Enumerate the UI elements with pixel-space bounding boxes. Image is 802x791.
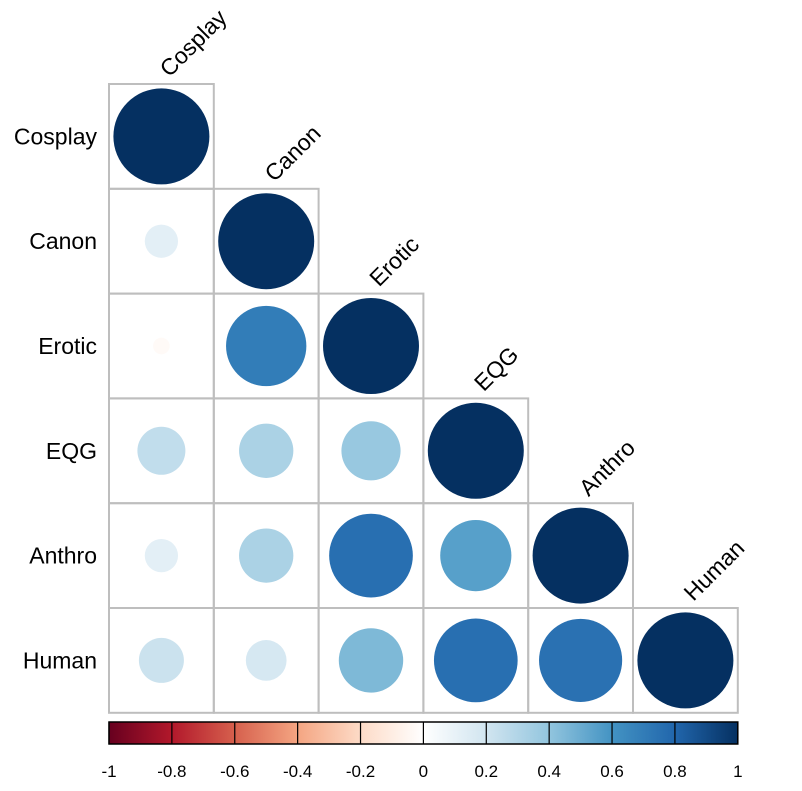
- circle-canon-canon: [218, 193, 315, 290]
- colorbar-tick-label: -1: [101, 762, 116, 781]
- column-label-human: Human: [679, 535, 750, 606]
- circle-human-anthro: [539, 618, 623, 702]
- circle-eqg-canon: [239, 423, 294, 478]
- row-label-erotic: Erotic: [38, 333, 97, 359]
- circle-human-human: [637, 612, 734, 709]
- circle-canon-cosplay: [144, 224, 179, 258]
- circle-eqg-erotic: [341, 421, 401, 481]
- circle-anthro-canon: [239, 528, 294, 583]
- column-label-anthro: Anthro: [574, 434, 640, 500]
- row-label-cosplay: Cosplay: [14, 123, 98, 149]
- circle-human-cosplay: [138, 637, 184, 683]
- circle-human-eqg: [433, 618, 518, 703]
- colorbar: -1 -0.8 -0.6 -0.4 -0.2 0 0.2 0.4 0.6 0.8 1: [101, 721, 743, 781]
- circle-erotic-canon: [226, 305, 307, 387]
- column-label-eqg: EQG: [469, 341, 524, 396]
- row-label-eqg: EQG: [46, 438, 97, 464]
- column-labels: Cosplay Canon Erotic EQG Anthro Human: [155, 4, 750, 605]
- circle-cosplay-cosplay: [113, 88, 210, 185]
- colorbar-tick-label: -0.2: [346, 762, 375, 781]
- colorbar-tick-label: -0.4: [283, 762, 312, 781]
- circle-anthro-cosplay: [144, 538, 179, 573]
- circle-erotic-erotic: [323, 298, 419, 394]
- column-label-canon: Canon: [259, 120, 325, 186]
- circle-eqg-eqg: [427, 402, 524, 499]
- column-label-cosplay: Cosplay: [155, 4, 232, 81]
- cell-human-human: [632, 607, 739, 714]
- circle-anthro-erotic: [329, 513, 413, 598]
- circle-eqg-cosplay: [137, 426, 186, 475]
- correlation-circles: [113, 88, 734, 709]
- circle-human-canon: [245, 640, 287, 681]
- colorbar-tick-label: 0.2: [474, 762, 498, 781]
- row-label-canon: Canon: [29, 228, 97, 254]
- colorbar-tick-label: 0.8: [663, 762, 687, 781]
- colorbar-tick-label: 0: [419, 762, 428, 781]
- circle-human-erotic: [338, 628, 404, 693]
- colorbar-ticks: -1 -0.8 -0.6 -0.4 -0.2 0 0.2 0.4 0.6 0.8 1: [101, 722, 743, 781]
- row-label-anthro: Anthro: [29, 543, 97, 569]
- colorbar-tick-label: 1: [733, 762, 742, 781]
- colorbar-tick-label: -0.8: [157, 762, 186, 781]
- colorbar-tick-label: 0.6: [600, 762, 624, 781]
- column-label-erotic: Erotic: [364, 231, 424, 291]
- circle-erotic-cosplay: [153, 337, 170, 355]
- circle-anthro-eqg: [440, 520, 512, 592]
- cell-grid: [108, 83, 739, 714]
- row-label-human: Human: [23, 647, 97, 673]
- row-labels: Cosplay Canon Erotic EQG Anthro Human: [14, 123, 98, 673]
- colorbar-tick-label: 0.4: [537, 762, 561, 781]
- circle-anthro-anthro: [532, 507, 629, 604]
- colorbar-tick-label: -0.6: [220, 762, 249, 781]
